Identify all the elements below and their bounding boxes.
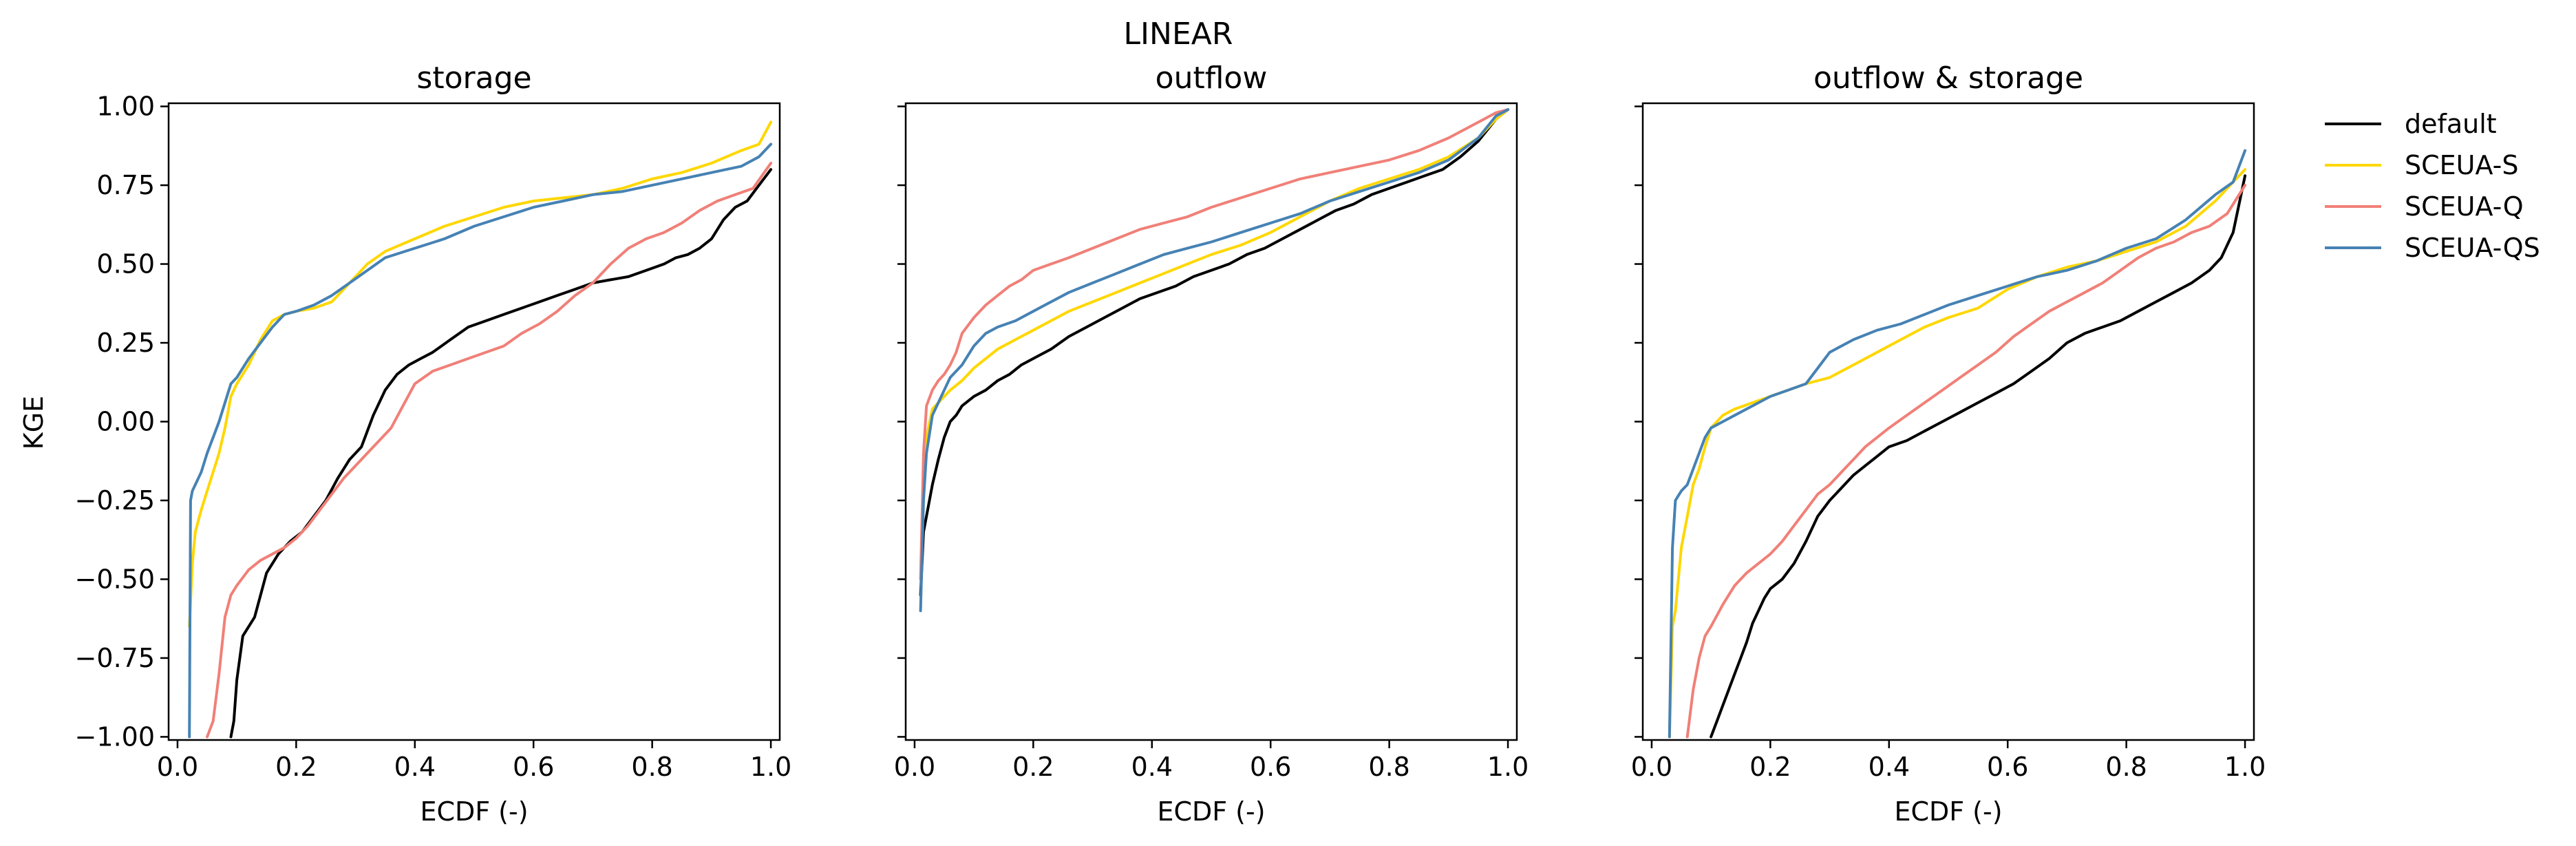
series-line-default-panel-0 (229, 168, 773, 739)
x-tick-label: 1.0 (2224, 752, 2266, 782)
x-tick-label: 1.0 (1487, 752, 1529, 782)
legend-item-sceua-s: SCEUA-S (2325, 150, 2518, 180)
series-line-sceua-s-panel-0 (188, 120, 773, 628)
panel-title-2: outflow & storage (1813, 61, 2083, 96)
series-line-sceua-qs-panel-2 (1668, 149, 2247, 739)
plot-frame-1 (904, 102, 1518, 741)
legend-label: SCEUA-QS (2405, 233, 2540, 263)
x-tick-label: 0.8 (2105, 752, 2147, 782)
x-tick-label: 0.2 (1749, 752, 1791, 782)
x-tick-label: 0.0 (894, 752, 935, 782)
x-tick-label: 0.6 (1987, 752, 2028, 782)
legend: default SCEUA-S SCEUA-Q SCEUA-QS (2325, 109, 2540, 263)
series-line-sceua-s-panel-1 (919, 108, 1510, 581)
x-tick-label: 0.4 (1131, 752, 1173, 782)
series-line-default-panel-2 (1710, 174, 2247, 739)
y-tick-label: −0.25 (75, 485, 155, 516)
legend-item-default: default (2325, 109, 2497, 139)
y-tick-label: −1.00 (75, 721, 155, 752)
x-axis-label-0: ECDF (-) (420, 796, 528, 827)
x-tick-label: 0.4 (394, 752, 436, 782)
y-tick-label: 0.50 (96, 249, 155, 279)
x-tick-label: 0.2 (275, 752, 317, 782)
legend-label: SCEUA-S (2405, 150, 2518, 180)
series-line-default-panel-1 (919, 108, 1510, 597)
x-axis-label-2: ECDF (-) (1894, 796, 2002, 827)
x-tick-label: 1.0 (750, 752, 791, 782)
legend-item-sceua-qs: SCEUA-QS (2325, 233, 2540, 263)
series-line-sceua-s-panel-2 (1668, 168, 2247, 739)
figure-title: LINEAR (1124, 17, 1233, 52)
x-tick-label: 0.0 (1631, 752, 1672, 782)
series-line-sceua-qs-panel-0 (188, 142, 773, 739)
y-tick-label: 0.75 (96, 170, 155, 200)
y-tick-label: 1.00 (96, 92, 155, 122)
x-tick-label: 0.4 (1869, 752, 1910, 782)
x-tick-label: 0.6 (1250, 752, 1291, 782)
series-line-sceua-qs-panel-1 (919, 108, 1510, 613)
x-tick-label: 0.0 (157, 752, 198, 782)
panels-group: storage ECDF (-) 0.0 0.2 0.4 0.6 0.8 1.0 −1.00 −0… (75, 61, 2266, 827)
x-axis-label-1: ECDF (-) (1157, 796, 1265, 827)
series-line-sceua-q-panel-2 (1685, 184, 2247, 739)
y-tick-label: −0.75 (75, 643, 155, 673)
panel-1: outflow ECDF (-) 0.0 0.2 0.4 0.6 0.8 1.0 (894, 61, 1529, 827)
plot-frame-0 (167, 102, 781, 741)
legend-label: SCEUA-Q (2405, 191, 2524, 222)
panel-title-0: storage (416, 61, 531, 96)
y-tick-label: 0.25 (96, 328, 155, 358)
panel-2: outflow & storage ECDF (-) 0.0 0.2 0.4 0.6 0.8… (1631, 61, 2266, 827)
series-line-sceua-q-panel-0 (206, 162, 773, 739)
legend-label: default (2405, 109, 2497, 139)
x-tick-label: 0.6 (513, 752, 554, 782)
y-axis-label: KGE (19, 396, 49, 450)
series-line-sceua-q-panel-1 (919, 108, 1510, 581)
legend-item-sceua-q: SCEUA-Q (2325, 191, 2524, 222)
panel-title-1: outflow (1156, 61, 1268, 96)
y-tick-label: −0.50 (75, 564, 155, 594)
y-tick-label: 0.00 (96, 407, 155, 437)
panel-0: storage ECDF (-) 0.0 0.2 0.4 0.6 0.8 1.0 −1.00 −0… (75, 61, 792, 827)
x-tick-label: 0.2 (1012, 752, 1054, 782)
x-tick-label: 0.8 (1368, 752, 1409, 782)
x-tick-label: 0.8 (631, 752, 672, 782)
plot-frame-2 (1641, 102, 2255, 741)
